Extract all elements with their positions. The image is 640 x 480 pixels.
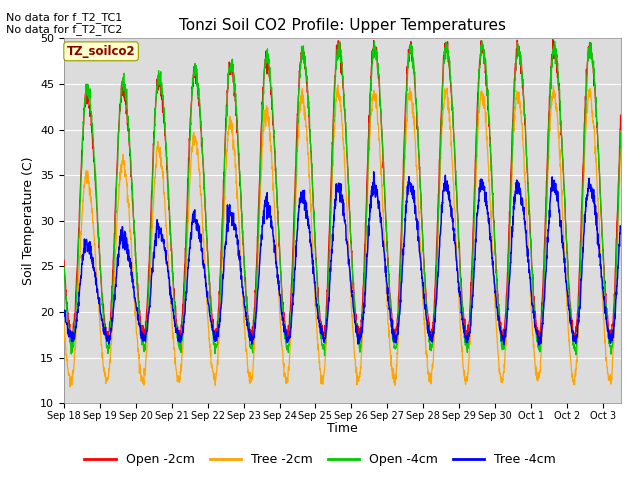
X-axis label: Time: Time <box>327 422 358 435</box>
Text: TZ_soilco2: TZ_soilco2 <box>67 45 136 58</box>
Text: No data for f_T2_TC2: No data for f_T2_TC2 <box>6 24 123 35</box>
Title: Tonzi Soil CO2 Profile: Upper Temperatures: Tonzi Soil CO2 Profile: Upper Temperatur… <box>179 18 506 33</box>
Legend: Open -2cm, Tree -2cm, Open -4cm, Tree -4cm: Open -2cm, Tree -2cm, Open -4cm, Tree -4… <box>79 448 561 471</box>
Y-axis label: Soil Temperature (C): Soil Temperature (C) <box>22 156 35 285</box>
Text: No data for f_T2_TC1: No data for f_T2_TC1 <box>6 12 123 23</box>
